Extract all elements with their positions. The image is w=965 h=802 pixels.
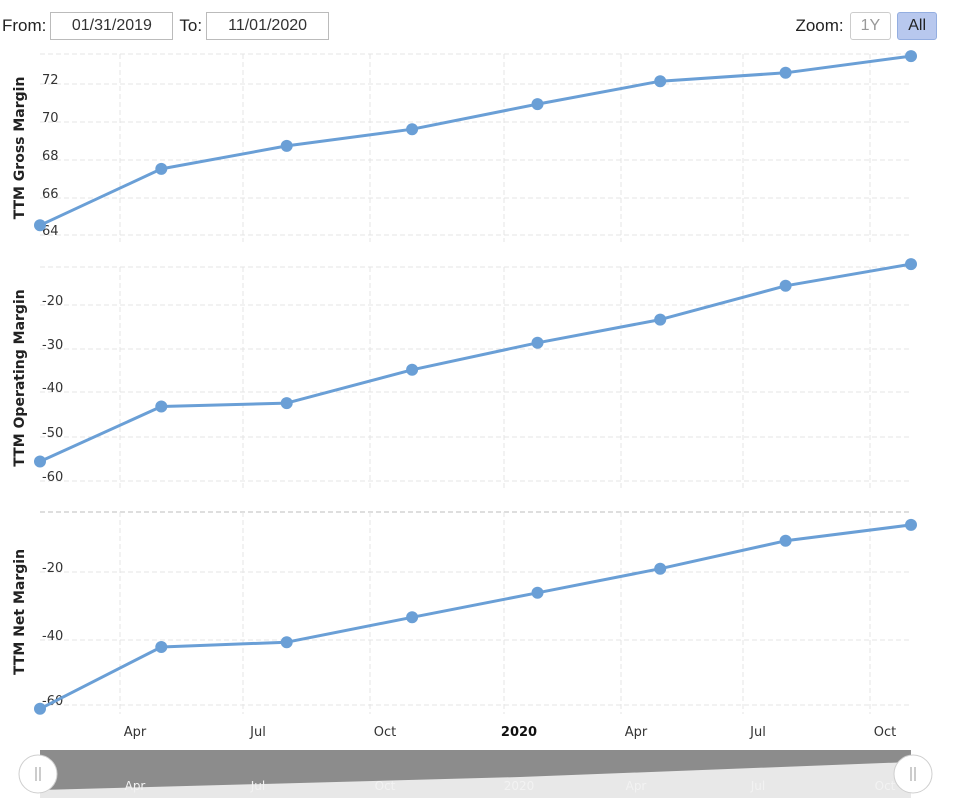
data-point (280, 636, 293, 649)
y-tick-label: -40 (42, 381, 63, 396)
x-tick-label: Jul (249, 725, 266, 740)
navigator-label: Apr (626, 779, 647, 793)
y-tick-label: 70 (42, 111, 59, 126)
y-tick-label: -30 (42, 338, 63, 353)
data-point (155, 400, 168, 413)
zoom-controls: Zoom: 1Y All (795, 11, 937, 41)
data-point (280, 139, 293, 152)
y-tick-label: -60 (42, 470, 63, 485)
y-tick-label: 64 (42, 224, 59, 239)
y-axis-label: TTM Gross Margin (12, 77, 28, 220)
data-point (531, 336, 544, 349)
data-point (406, 123, 419, 136)
y-tick-label: 72 (42, 73, 59, 88)
y-tick-label: 66 (42, 187, 59, 202)
navigator-label: Oct (875, 779, 896, 793)
navigator-left-handle[interactable] (18, 754, 58, 794)
navigator-right-handle[interactable] (893, 754, 933, 794)
data-point (155, 641, 168, 653)
y-tick-label: -50 (42, 426, 63, 441)
from-date-input[interactable]: 01/31/2019 (50, 12, 174, 40)
navigator-series-area (40, 762, 911, 798)
y-tick-label: -20 (42, 561, 63, 576)
x-tick-label: Jul (749, 725, 766, 740)
from-label: From: (2, 16, 47, 35)
data-point (905, 518, 917, 531)
data-point (905, 258, 917, 271)
data-point (280, 397, 293, 410)
data-point (34, 219, 46, 232)
x-tick-label: Oct (874, 725, 896, 740)
x-tick-label: Oct (374, 725, 396, 740)
navigator-label: Oct (375, 779, 396, 793)
navigator-label: 2020 (504, 779, 535, 793)
zoom-label: Zoom: (795, 16, 844, 35)
date-range: From: 01/31/2019 To: 11/01/2020 (0, 11, 333, 41)
y-tick-label: -40 (42, 629, 63, 644)
series-line (39, 523, 912, 711)
data-point (531, 586, 544, 599)
data-point (155, 162, 168, 175)
data-point (531, 98, 544, 111)
data-point (34, 455, 46, 468)
navigator-label: Jul (750, 779, 765, 793)
y-tick-label: 68 (42, 149, 59, 164)
to-date-input[interactable]: 11/01/2020 (206, 12, 330, 40)
y-axis-label: TTM Operating Margin (12, 289, 28, 466)
data-point (406, 611, 419, 624)
data-point (654, 75, 667, 88)
series-line (39, 262, 912, 463)
to-label: To: (179, 16, 203, 35)
data-point (905, 50, 917, 63)
data-point (654, 562, 667, 575)
data-point (34, 702, 46, 715)
x-tick-label: Apr (625, 725, 648, 740)
data-point (779, 279, 792, 292)
series-line (39, 54, 912, 227)
data-point (654, 313, 667, 326)
data-point (779, 66, 792, 79)
data-point (779, 534, 792, 547)
x-tick-label: 2020 (501, 725, 537, 740)
y-axis-label: TTM Net Margin (12, 549, 28, 675)
navigator-label: Jul (250, 779, 265, 793)
y-tick-label: -20 (42, 294, 63, 309)
x-tick-label: Apr (124, 725, 147, 740)
zoom-all-button[interactable]: All (897, 12, 937, 40)
navigator-label: Apr (125, 779, 146, 793)
zoom-1y-button[interactable]: 1Y (849, 12, 892, 40)
data-point (406, 363, 419, 376)
